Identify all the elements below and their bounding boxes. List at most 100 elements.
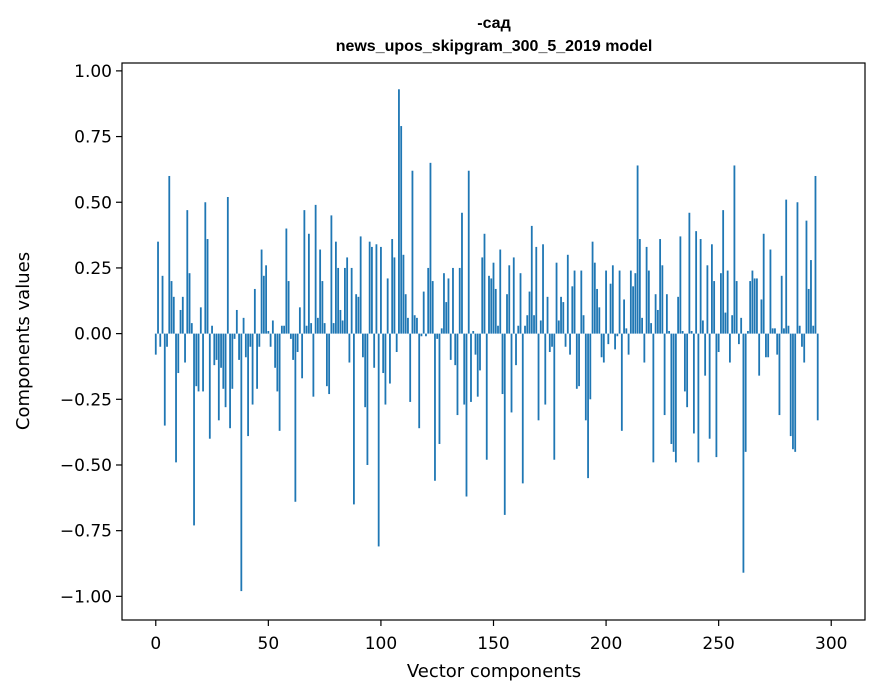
bar-123 — [431, 281, 434, 334]
bar-49 — [265, 265, 267, 334]
bars-group — [154, 89, 819, 592]
bar-130 — [447, 278, 450, 334]
bar-131 — [449, 333, 452, 360]
bar-76 — [325, 333, 328, 387]
bar-35 — [233, 333, 236, 339]
bar-257 — [733, 165, 736, 334]
bar-263 — [747, 330, 749, 334]
bar-166 — [528, 291, 531, 334]
bar-4 — [163, 333, 166, 426]
bar-124 — [434, 333, 436, 481]
bar-107 — [395, 333, 398, 353]
bar-190 — [582, 315, 585, 334]
bar-169 — [535, 246, 538, 334]
bar-283 — [792, 333, 794, 450]
bar-255 — [729, 333, 731, 363]
bar-251 — [720, 273, 722, 334]
bar-267 — [756, 278, 758, 334]
bar-226 — [663, 333, 666, 416]
bar-145 — [481, 257, 484, 334]
chart-title: -сад — [477, 15, 510, 32]
bar-29 — [220, 333, 222, 368]
x-tick-label: 150 — [477, 634, 509, 654]
bar-127 — [440, 328, 443, 334]
bar-85 — [346, 257, 349, 334]
bar-212 — [632, 286, 634, 334]
bar-217 — [643, 333, 646, 363]
bar-108 — [398, 89, 400, 334]
bar-239 — [692, 333, 695, 434]
x-tick-label: 100 — [365, 634, 397, 654]
bar-137 — [463, 333, 466, 405]
bar-54 — [276, 333, 279, 392]
bar-6 — [168, 175, 171, 334]
bar-62 — [294, 333, 297, 502]
bar-60 — [289, 333, 292, 339]
bar-181 — [562, 302, 565, 334]
bar-290 — [807, 288, 810, 334]
bar-133 — [454, 333, 457, 366]
bar-150 — [492, 262, 495, 334]
bar-237 — [688, 212, 691, 334]
bar-254 — [726, 270, 729, 334]
bar-69 — [310, 323, 313, 334]
bar-216 — [641, 317, 644, 334]
bar-220 — [650, 323, 653, 334]
bar-25 — [211, 325, 213, 334]
bar-284 — [794, 333, 797, 452]
bar-75 — [323, 323, 326, 334]
bar-99 — [377, 333, 380, 547]
bar-222 — [654, 294, 657, 334]
bar-274 — [771, 328, 774, 334]
bar-106 — [393, 257, 396, 334]
bar-164 — [524, 325, 526, 334]
bar-129 — [445, 302, 448, 334]
bar-205 — [616, 333, 619, 337]
bar-273 — [769, 249, 772, 334]
bar-227 — [665, 294, 668, 334]
bar-269 — [760, 299, 763, 334]
bar-148 — [488, 275, 490, 334]
bar-230 — [672, 333, 675, 452]
bar-285 — [796, 202, 799, 334]
bar-43 — [251, 333, 254, 405]
bar-224 — [659, 239, 662, 334]
bar-261 — [742, 333, 745, 573]
bar-22 — [204, 202, 207, 334]
bar-139 — [467, 170, 470, 334]
bar-241 — [697, 333, 700, 463]
bar-162 — [519, 273, 522, 334]
bar-265 — [751, 270, 754, 334]
bar-140 — [470, 333, 472, 402]
bar-132 — [452, 267, 454, 334]
x-tick-label: 200 — [590, 634, 622, 654]
bar-112 — [407, 317, 409, 334]
bar-262 — [744, 333, 747, 452]
bar-136 — [461, 212, 463, 334]
bar-89 — [355, 294, 358, 334]
bar-114 — [411, 170, 414, 334]
bar-278 — [780, 275, 783, 334]
bar-189 — [580, 270, 583, 334]
y-tick-label: 0.75 — [74, 128, 112, 148]
bar-93 — [364, 333, 367, 408]
bar-61 — [292, 333, 295, 360]
bar-0 — [154, 333, 157, 355]
bar-268 — [758, 333, 761, 376]
bar-229 — [670, 333, 673, 444]
bar-128 — [443, 273, 445, 334]
bar-48 — [262, 275, 265, 334]
bar-282 — [789, 333, 792, 437]
bar-248 — [713, 281, 716, 334]
bar-12 — [181, 296, 184, 334]
x-tick-label: 300 — [815, 634, 847, 654]
bar-203 — [611, 265, 614, 334]
bar-79 — [332, 323, 335, 334]
bar-238 — [690, 330, 693, 334]
bar-247 — [710, 244, 713, 334]
bar-171 — [539, 320, 542, 334]
bar-258 — [735, 281, 738, 334]
bar-155 — [503, 333, 506, 515]
bar-2 — [159, 333, 162, 347]
bar-187 — [575, 333, 578, 389]
